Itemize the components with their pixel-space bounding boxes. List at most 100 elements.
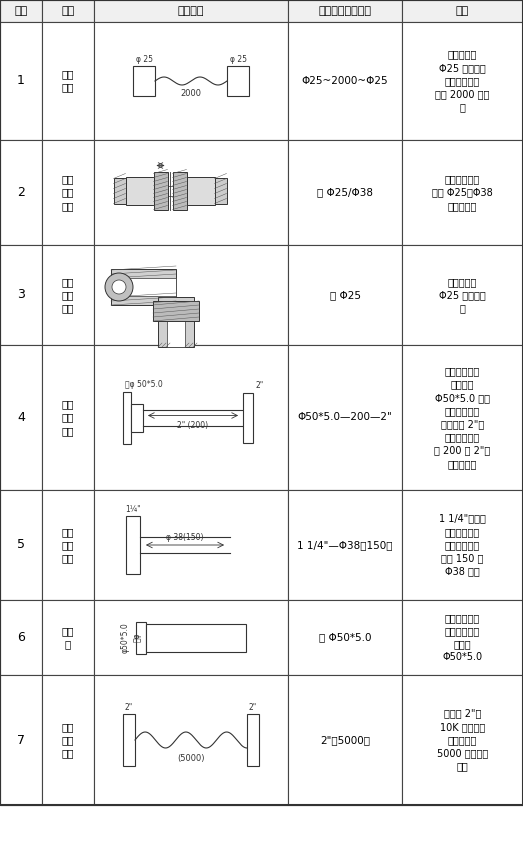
Text: 搭焊
法兰
软管: 搭焊 法兰 软管 <box>62 722 74 758</box>
Bar <box>0 0 42 22</box>
Text: 7: 7 <box>17 733 25 747</box>
Text: 连接管外径分
别为 Φ25、Φ38
的直通卡套: 连接管外径分 别为 Φ25、Φ38 的直通卡套 <box>432 174 493 210</box>
Bar <box>0 140 42 245</box>
Bar <box>288 0 402 22</box>
Text: 2"（5000）: 2"（5000） <box>320 735 370 745</box>
Bar <box>173 172 187 210</box>
Circle shape <box>112 280 126 294</box>
Bar <box>116 278 176 296</box>
Text: 2: 2 <box>17 186 25 199</box>
Bar <box>42 600 94 675</box>
Text: 3: 3 <box>17 289 25 301</box>
Bar <box>0 490 42 600</box>
Bar <box>402 675 523 805</box>
Bar <box>288 345 402 490</box>
Text: 双头
法兰
短管: 双头 法兰 短管 <box>62 399 74 435</box>
Text: 两端为 2"的
10K 标准搭焊
法兰，通过
5000 长的软管
相连: 两端为 2"的 10K 标准搭焊 法兰，通过 5000 长的软管 相连 <box>437 709 488 771</box>
Text: 盲 Φ50*5.0: 盲 Φ50*5.0 <box>319 632 371 642</box>
Text: 单头
法兰
短管: 单头 法兰 短管 <box>62 527 74 563</box>
Bar <box>288 140 402 245</box>
Text: 2": 2" <box>125 702 133 711</box>
Bar <box>94 140 288 245</box>
Bar <box>94 490 288 600</box>
Bar <box>94 600 288 675</box>
Text: 2": 2" <box>249 702 257 711</box>
Bar <box>402 140 523 245</box>
Bar <box>42 0 94 22</box>
Text: 扩φ 50*5.0: 扩φ 50*5.0 <box>125 380 163 389</box>
Bar <box>402 22 523 140</box>
Bar <box>0 600 42 675</box>
Bar <box>42 22 94 140</box>
Text: 直角
卡套
接头: 直角 卡套 接头 <box>62 277 74 313</box>
Text: 表达方式（举例）: 表达方式（举例） <box>319 6 371 16</box>
Bar <box>153 172 167 210</box>
Text: Φ25~2000~Φ25: Φ25~2000~Φ25 <box>302 76 388 86</box>
Text: 1 1/4"—Φ38（150）: 1 1/4"—Φ38（150） <box>297 540 393 550</box>
Text: 一端的法兰眼
距尺寸与
Φ50*5.0 的扩
口法兰相同，
另一端为 2"法
兰，两者通过
长 200 的 2"短
管焊接相连: 一端的法兰眼 距尺寸与 Φ50*5.0 的扩 口法兰相同， 另一端为 2"法 兰… <box>435 366 491 469</box>
Bar <box>227 66 249 96</box>
Bar <box>288 22 402 140</box>
Bar <box>402 0 523 22</box>
Bar <box>123 714 135 766</box>
Bar <box>0 245 42 345</box>
Bar <box>243 392 253 443</box>
Text: 连接管外径
Φ25 的直通卡
套: 连接管外径 Φ25 的直通卡 套 <box>439 277 486 313</box>
Bar <box>0 22 42 140</box>
Bar <box>288 600 402 675</box>
Text: 1¼": 1¼" <box>125 504 141 514</box>
Bar <box>402 490 523 600</box>
Bar <box>42 140 94 245</box>
Bar <box>113 178 126 204</box>
Bar <box>158 297 194 347</box>
Text: 2": 2" <box>255 381 263 390</box>
Text: φ50*5.0
扩φ: φ50*5.0 扩φ <box>121 622 141 653</box>
Bar <box>0 345 42 490</box>
Bar <box>42 490 94 600</box>
Bar <box>42 245 94 345</box>
Bar <box>146 623 246 652</box>
Bar <box>131 403 143 431</box>
Bar <box>126 516 140 574</box>
Bar <box>42 675 94 805</box>
Bar <box>42 345 94 490</box>
Text: 直通
卡套
接头: 直通 卡套 接头 <box>62 174 74 210</box>
Bar <box>0 675 42 805</box>
Bar <box>111 269 176 305</box>
Bar <box>288 675 402 805</box>
Bar <box>288 245 402 345</box>
Bar <box>288 490 402 600</box>
Bar <box>133 66 155 96</box>
Text: 4: 4 <box>17 411 25 424</box>
Text: 1 1/4"的法兰
（用盲法兰加
工而成）焊接
长度 150 的
Φ38 短管: 1 1/4"的法兰 （用盲法兰加 工而成）焊接 长度 150 的 Φ38 短管 <box>439 514 486 577</box>
Bar <box>94 675 288 805</box>
Text: (5000): (5000) <box>177 754 204 763</box>
Text: 两端为连接
Φ25 卡套接头
的外螺纹，中
间为 2000 长软
管: 两端为连接 Φ25 卡套接头 的外螺纹，中 间为 2000 长软 管 <box>435 50 490 112</box>
Text: 1: 1 <box>17 74 25 88</box>
Bar <box>167 302 185 347</box>
Bar <box>402 600 523 675</box>
Text: φ 25: φ 25 <box>135 55 153 63</box>
Text: 序号: 序号 <box>14 6 28 16</box>
Circle shape <box>105 273 133 301</box>
Bar <box>402 245 523 345</box>
Text: 6: 6 <box>17 631 25 644</box>
Text: φ 38(150): φ 38(150) <box>166 532 204 541</box>
Bar <box>94 0 288 22</box>
Bar <box>94 245 288 345</box>
Text: 意义: 意义 <box>456 6 469 16</box>
Text: 样式图例: 样式图例 <box>178 6 204 16</box>
Text: 直 Φ25/Φ38: 直 Φ25/Φ38 <box>317 188 373 198</box>
Text: 盲法
兰: 盲法 兰 <box>62 626 74 649</box>
Bar <box>94 22 288 140</box>
Bar <box>402 345 523 490</box>
Bar <box>214 178 226 204</box>
Text: 2" (200): 2" (200) <box>177 421 209 430</box>
Text: 盲法兰，法兰
外形尺寸同扩
口法兰
Φ50*5.0: 盲法兰，法兰 外形尺寸同扩 口法兰 Φ50*5.0 <box>442 613 483 663</box>
Text: 名称: 名称 <box>61 6 75 16</box>
Text: 5: 5 <box>17 539 25 552</box>
Text: 2000: 2000 <box>180 88 201 98</box>
Bar <box>126 177 153 205</box>
Bar <box>123 392 131 444</box>
Text: 角 Φ25: 角 Φ25 <box>329 290 360 300</box>
